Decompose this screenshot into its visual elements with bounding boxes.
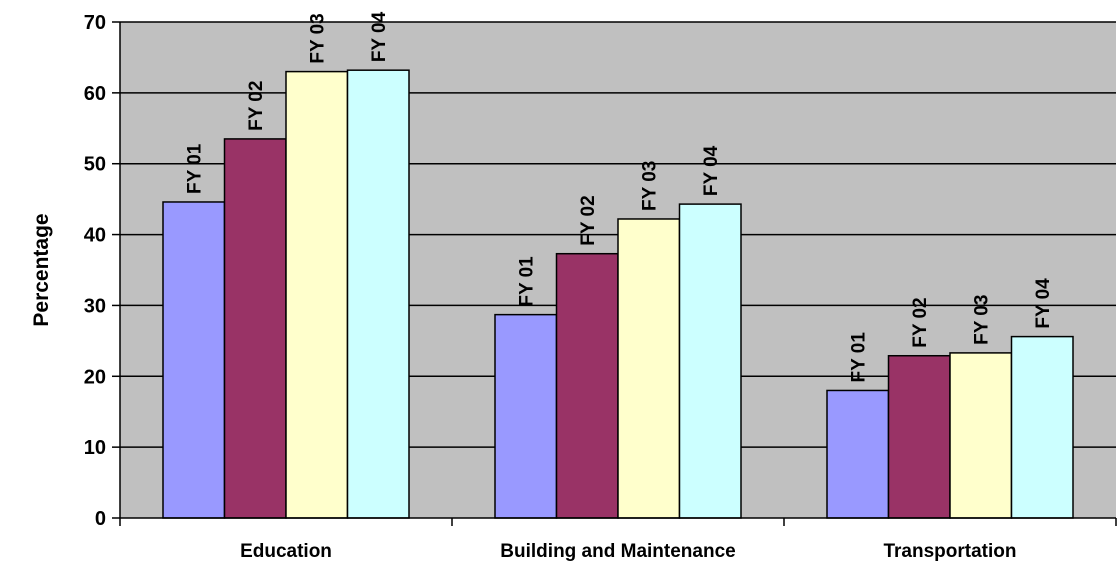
y-tick-label: 50 bbox=[84, 154, 106, 176]
bar-data-label: FY 02 bbox=[910, 297, 931, 347]
bar-data-label: FY 02 bbox=[578, 195, 599, 245]
bar-data-label: FY 03 bbox=[308, 13, 329, 63]
bar-data-label: FY 02 bbox=[246, 81, 267, 131]
y-tick-label: 0 bbox=[95, 508, 106, 530]
bar-data-label: FY 01 bbox=[185, 143, 206, 194]
bar-data-label: FY 01 bbox=[849, 332, 870, 383]
bar-labels: FY 01 FY 02 FY 03 FY 04 FY 01 FY 02 FY 03 FY 04… bbox=[185, 11, 1055, 382]
bar-fy-03 bbox=[617, 218, 681, 519]
y-axis-title: Percentage bbox=[30, 213, 53, 326]
bar-fy-01 bbox=[826, 389, 890, 519]
bar-fy-02 bbox=[887, 354, 951, 519]
x-category-label: Education bbox=[240, 541, 332, 562]
bar-data-label: FY 04 bbox=[1033, 278, 1054, 329]
y-tick-label: 20 bbox=[84, 366, 106, 388]
y-tick-label: 10 bbox=[84, 437, 106, 459]
bar-fy-03 bbox=[949, 352, 1013, 519]
x-category-label: Transportation bbox=[883, 541, 1016, 562]
bar-fy-01 bbox=[162, 201, 226, 519]
bar-fy-01 bbox=[494, 313, 558, 519]
y-tick-label: 70 bbox=[84, 12, 106, 34]
bar-data-label: FY 03 bbox=[640, 161, 661, 211]
bar-fy-04 bbox=[1010, 335, 1074, 519]
y-tick-label: 60 bbox=[84, 83, 106, 105]
bar-data-label: FY 04 bbox=[369, 11, 390, 62]
bar-fy-02 bbox=[223, 138, 287, 519]
x-category-label: Building and Maintenance bbox=[500, 541, 735, 562]
bar-data-label: FY 04 bbox=[701, 145, 722, 196]
bar-fy-04 bbox=[678, 203, 742, 519]
x-axis-ticks: Education Building and Maintenance Transpo… bbox=[119, 518, 1117, 562]
bar-data-label: FY 01 bbox=[517, 256, 538, 307]
y-axis-ticks: 0 10 20 30 40 50 60 70 bbox=[84, 12, 120, 530]
bar-fy-02 bbox=[555, 252, 619, 519]
y-tick-label: 30 bbox=[84, 295, 106, 317]
y-tick-label: 40 bbox=[84, 225, 106, 247]
bar-fy-04 bbox=[346, 69, 410, 519]
bar-fy-03 bbox=[285, 70, 349, 519]
bar-data-label: FY 03 bbox=[972, 295, 993, 345]
